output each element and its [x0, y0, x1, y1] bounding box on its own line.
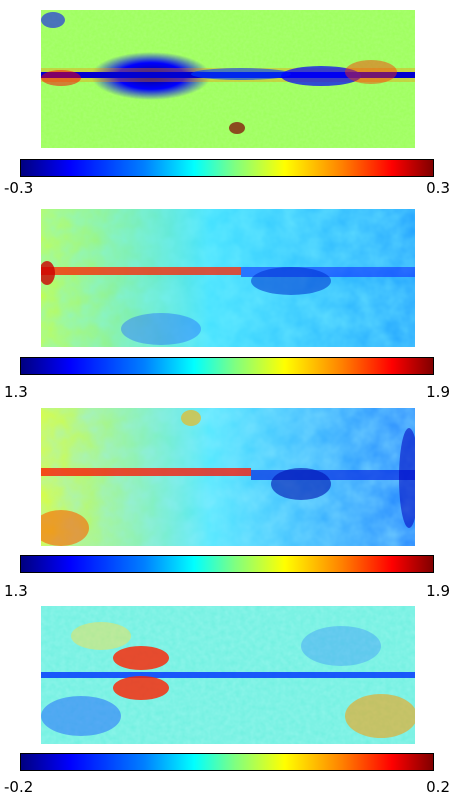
colorbar-1-max-label: 0.3 [426, 179, 450, 197]
colorbar-1-min-label: -0.3 [4, 179, 34, 197]
sky-map-2 [41, 209, 415, 347]
colorbar-2-max-label: 1.9 [426, 383, 450, 401]
colorbar-4-max-label: 0.2 [426, 778, 450, 796]
sky-map-3 [41, 408, 415, 546]
colorbar-3-min-label: 1.3 [4, 582, 28, 600]
colorbar-1 [20, 159, 434, 177]
panel-1: -0.3 0.3 [0, 10, 454, 210]
colorbar-4 [20, 753, 434, 771]
sky-map-1 [41, 10, 415, 148]
panel-4: -0.2 0.2 [0, 606, 454, 806]
colorbar-2-min-label: 1.3 [4, 383, 28, 401]
colorbar-4-min-label: -0.2 [4, 778, 34, 796]
colorbar-3 [20, 555, 434, 573]
panel-2: 1.3 1.9 [0, 209, 454, 409]
colorbar-3-max-label: 1.9 [426, 582, 450, 600]
panel-3: 1.3 1.9 [0, 408, 454, 608]
colorbar-2 [20, 357, 434, 375]
sky-map-4 [41, 606, 415, 744]
